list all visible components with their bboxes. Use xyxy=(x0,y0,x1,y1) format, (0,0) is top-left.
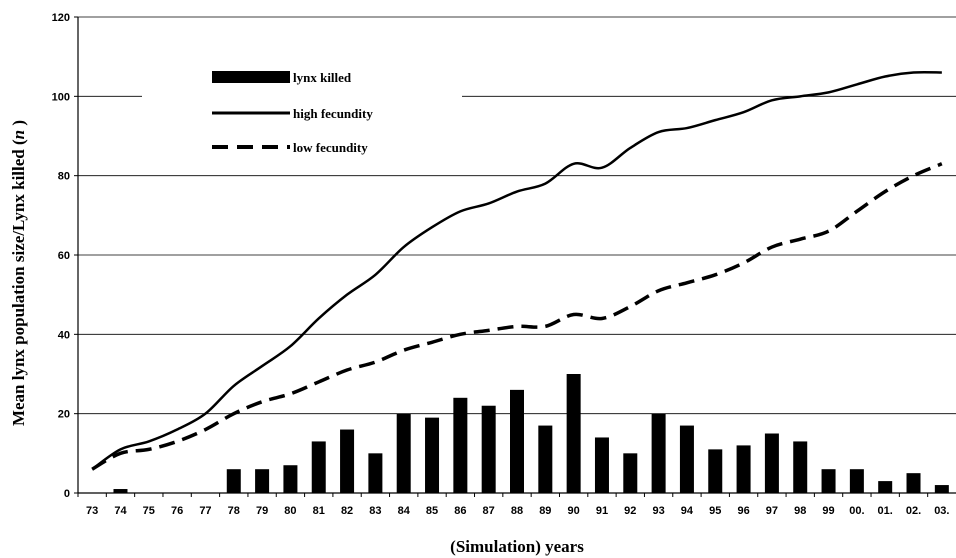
bar xyxy=(453,397,468,493)
y-tick-labels: 0 20 40 60 80 100 120 xyxy=(52,12,78,500)
x-tick-label: 93 xyxy=(652,505,664,517)
x-tick-label: 97 xyxy=(766,505,778,517)
legend-background xyxy=(142,60,462,170)
bar xyxy=(340,429,355,493)
line-low-fecundity xyxy=(91,162,943,471)
x-tick-label: 86 xyxy=(454,505,466,517)
y-tick-label: 40 xyxy=(58,329,70,341)
bar xyxy=(821,469,836,493)
bar xyxy=(793,441,808,493)
bar xyxy=(906,473,921,493)
y-tick-label: 20 xyxy=(58,409,70,421)
x-tick-label: 88 xyxy=(511,505,523,517)
x-tick-label: 76 xyxy=(171,505,183,517)
x-axis-title: (Simulation) years xyxy=(450,537,584,556)
x-tick-label: 96 xyxy=(737,505,749,517)
x-tick-label: 95 xyxy=(709,505,721,517)
x-tick-labels: 73 74 75 76 77 78 79 80 81 82 83 84 85 86 87 88 89 90 91 92… xyxy=(77,493,949,517)
x-tick-label: 82 xyxy=(341,505,353,517)
bar xyxy=(708,449,723,493)
x-tick-label: 87 xyxy=(483,505,495,517)
bar xyxy=(283,465,298,493)
x-tick-label: 89 xyxy=(539,505,551,517)
bar xyxy=(481,405,496,493)
legend-label-high-fecundity: high fecundity xyxy=(293,106,373,121)
bar-series-lynx-killed xyxy=(113,374,949,493)
legend-swatch-lynx-killed xyxy=(212,71,290,83)
bar xyxy=(425,417,440,493)
bar xyxy=(538,425,553,493)
x-tick-label: 75 xyxy=(143,505,155,517)
x-tick-label: 73 xyxy=(86,505,98,517)
x-tick-label: 90 xyxy=(568,505,580,517)
x-tick-label: 02. xyxy=(906,505,921,517)
bar xyxy=(396,413,411,493)
x-tick-label: 83 xyxy=(369,505,381,517)
bar xyxy=(623,453,638,493)
bar xyxy=(226,469,241,493)
y-tick-label: 80 xyxy=(58,171,70,183)
bar xyxy=(594,437,609,493)
bar xyxy=(878,481,893,493)
y-tick-label: 100 xyxy=(52,91,70,103)
x-tick-label: 77 xyxy=(199,505,211,517)
x-tick-label: 01. xyxy=(878,505,893,517)
y-axis-title-italic: n xyxy=(9,130,28,139)
bar xyxy=(566,374,581,493)
x-tick-label: 98 xyxy=(794,505,806,517)
x-tick-label: 99 xyxy=(822,505,834,517)
y-tick-label: 120 xyxy=(52,12,70,24)
bar xyxy=(679,425,694,493)
bar xyxy=(651,413,666,493)
x-tick-label: 79 xyxy=(256,505,268,517)
x-tick-label: 92 xyxy=(624,505,636,517)
bar xyxy=(255,469,270,493)
x-tick-label: 78 xyxy=(228,505,240,517)
bar xyxy=(510,389,524,493)
x-tick-label: 85 xyxy=(426,505,438,517)
x-tick-label: 74 xyxy=(114,505,127,517)
x-tick-label: 94 xyxy=(681,505,694,517)
x-tick-label: 81 xyxy=(313,505,325,517)
x-tick-label: 03. xyxy=(934,505,949,517)
y-axis-title-main: Mean lynx population size/Lynx killed ( xyxy=(9,139,28,426)
legend-label-low-fecundity: low fecundity xyxy=(293,140,368,155)
x-tick-label: 80 xyxy=(284,505,296,517)
bar xyxy=(311,441,326,493)
x-tick-label: 00. xyxy=(849,505,864,517)
bar xyxy=(736,445,751,493)
line-series xyxy=(91,70,943,471)
x-tick-label: 84 xyxy=(398,505,411,517)
x-tick-label: 91 xyxy=(596,505,608,517)
line-high-fecundity xyxy=(91,70,942,471)
legend-label-lynx-killed: lynx killed xyxy=(293,70,352,85)
y-axis-title: Mean lynx population size/Lynx killed (n… xyxy=(9,120,28,426)
bar xyxy=(113,489,128,493)
bar xyxy=(764,433,779,493)
y-tick-label: 0 xyxy=(64,488,70,500)
y-tick-label: 60 xyxy=(58,250,70,262)
legend: lynx killed high fecundity low fecundity xyxy=(142,60,462,170)
bar xyxy=(934,485,949,493)
y-axis-title-end: ) xyxy=(9,120,28,130)
bar xyxy=(368,453,383,493)
bar xyxy=(849,469,864,493)
